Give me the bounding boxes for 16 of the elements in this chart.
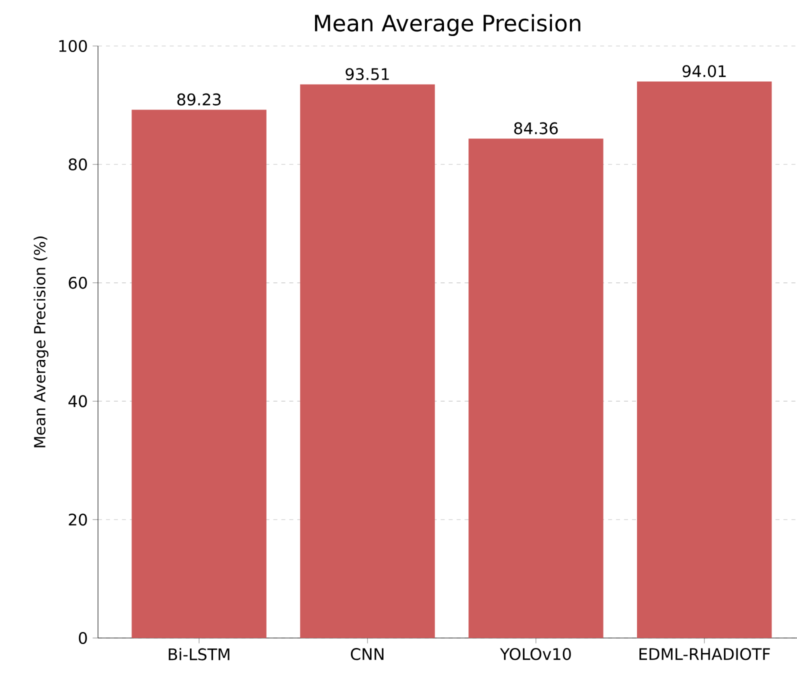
y-tick-label: 40 [68, 395, 87, 408]
y-tick-label: 60 [68, 276, 87, 289]
y-tick-label: 100 [59, 40, 87, 52]
y-tick-label: 0 [78, 632, 87, 644]
y-axis-title: Mean Average Precision (%) [34, 236, 48, 448]
data-label: 84.36 [514, 122, 558, 134]
x-tick-label: YOLOv10 [500, 648, 571, 660]
x-tick-label: CNN [350, 648, 384, 660]
data-label: 89.23 [177, 93, 221, 106]
y-tick-label: 80 [68, 158, 87, 170]
y-tick-label: 20 [68, 514, 87, 526]
chart-title: Mean Average Precision [315, 14, 580, 36]
data-label: 93.51 [346, 68, 389, 80]
x-tick-label: EDML-RHADIOTF [640, 648, 770, 660]
data-label: 94.01 [682, 65, 726, 78]
x-tick-label: Bi-LSTM [168, 648, 230, 660]
